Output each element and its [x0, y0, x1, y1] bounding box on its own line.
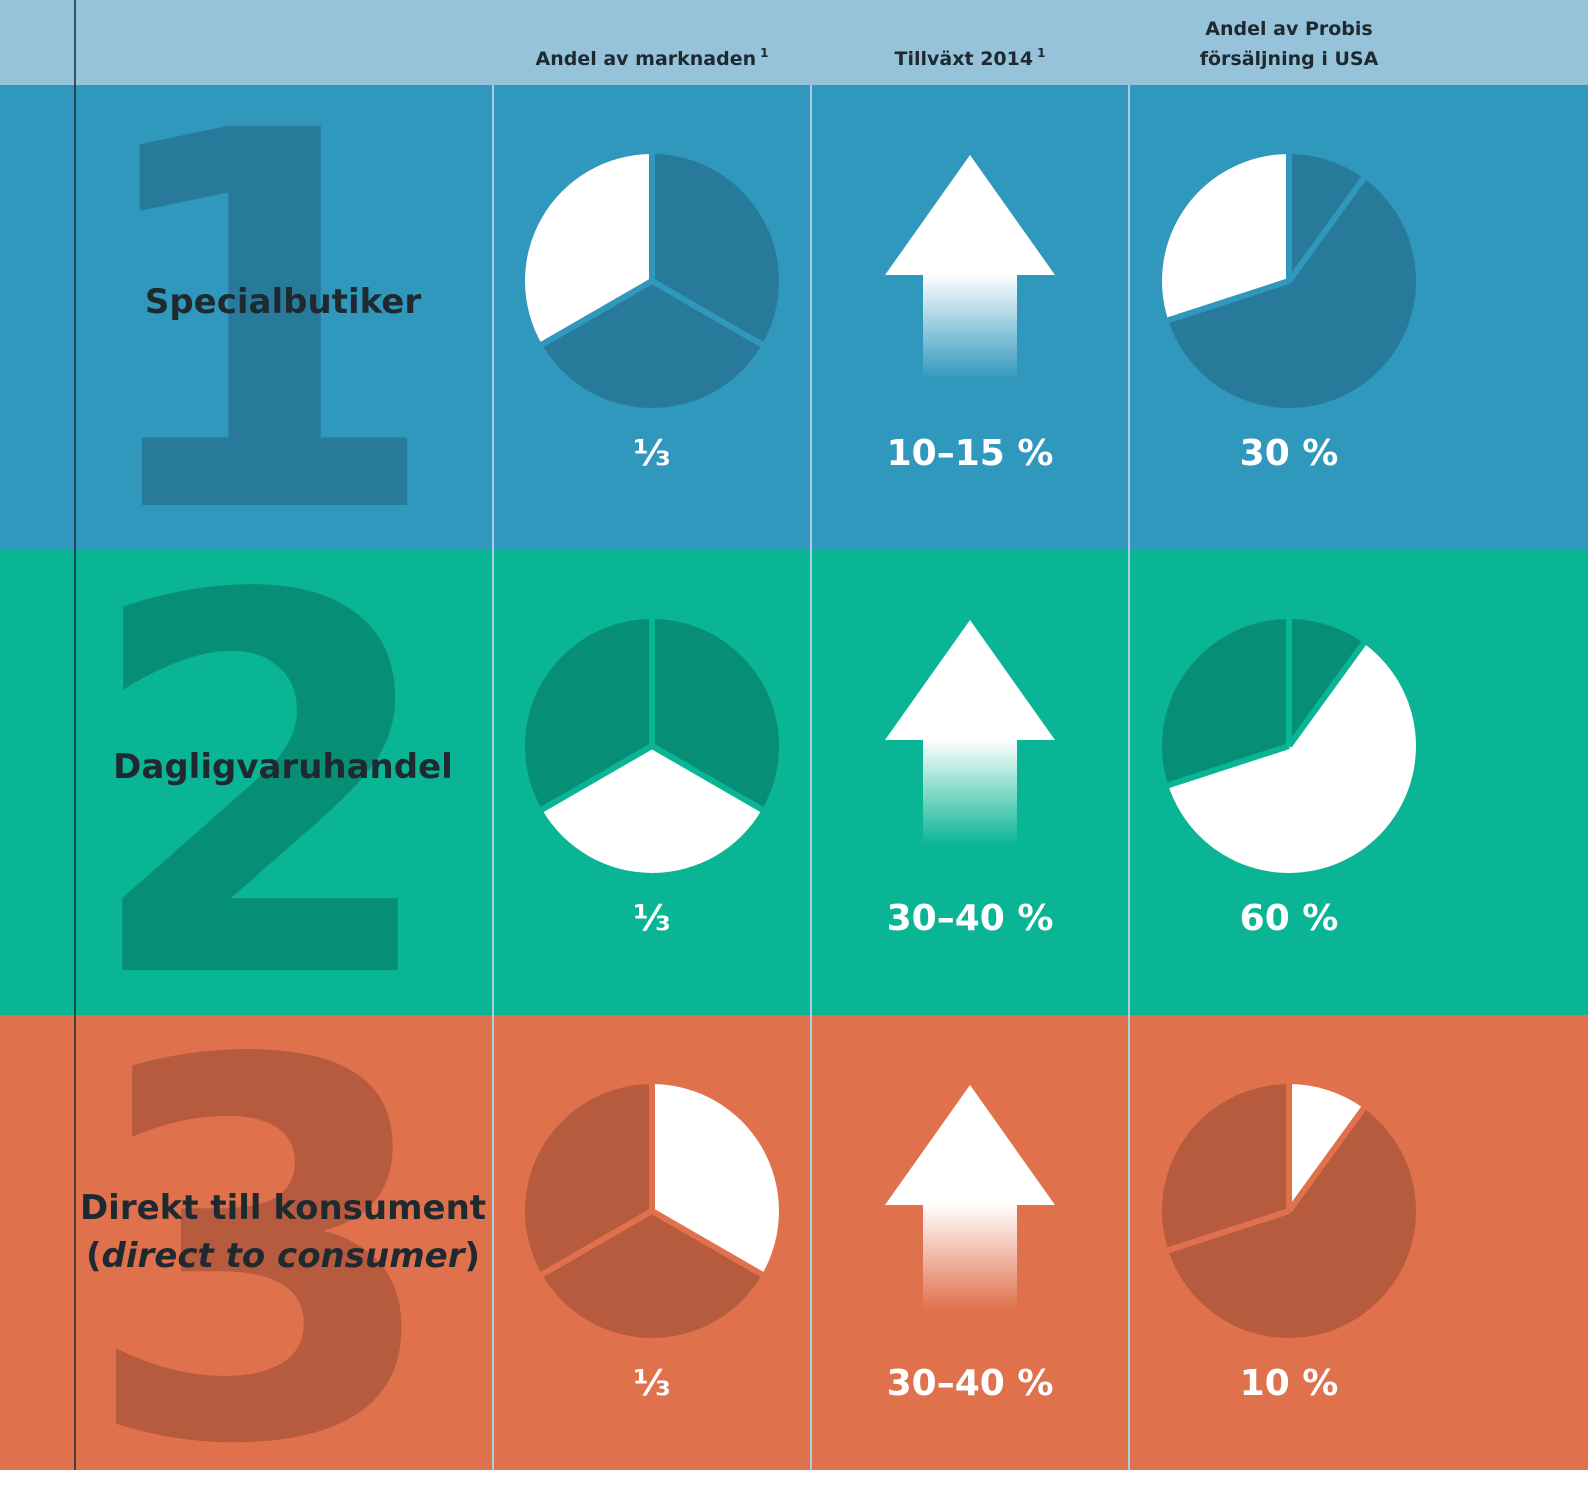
arrow-head [885, 1085, 1055, 1205]
column-header: Tillväxt 2014 1 [895, 46, 1046, 70]
arrow-shaft [923, 739, 1017, 845]
pie-divider [1286, 174, 1368, 283]
header-band [0, 0, 1588, 85]
pie-divider [1286, 639, 1368, 748]
pie-divider [1286, 1104, 1368, 1213]
row-number: 3 [81, 952, 443, 1490]
market-share-label: ⅓ [633, 433, 670, 474]
header-text: Tillväxt 2014 [895, 48, 1034, 70]
label-part: Direkt till konsument [80, 1188, 486, 1228]
label-part: Specialbutiker [145, 282, 421, 322]
pie-slice [1161, 154, 1289, 321]
pie-divider [650, 1208, 766, 1279]
probis-share-label: 30 % [1240, 433, 1339, 474]
label-part: ( [86, 1236, 102, 1276]
pie-divider [538, 1208, 654, 1279]
row-label: (direct to consumer) [86, 1236, 480, 1276]
pie-divider [538, 278, 654, 349]
arrow-head [885, 155, 1055, 275]
pie-slice [1168, 643, 1416, 873]
row-label: Direkt till konsument [80, 1188, 486, 1228]
column-header: Andel av Probis [1205, 18, 1372, 40]
row-number: 1 [81, 22, 443, 628]
label-part: ) [464, 1236, 480, 1276]
probis-share-label: 60 % [1240, 898, 1339, 939]
arrow-head [885, 620, 1055, 740]
pie-divider [538, 743, 654, 814]
pie-divider [1165, 743, 1290, 789]
header-note: 1 [760, 46, 768, 60]
probis-share-label: 10 % [1240, 1363, 1339, 1404]
label-part: direct to consumer [102, 1236, 467, 1276]
header-note: 1 [1037, 46, 1045, 60]
pie-slice [1289, 1084, 1364, 1211]
pie-divider [650, 278, 766, 349]
pie-divider [1165, 1208, 1290, 1254]
label-part: Dagligvaruhandel [113, 747, 453, 787]
row-number: 2 [81, 487, 443, 1093]
arrow-shaft [923, 1204, 1017, 1310]
market-share-label: ⅓ [633, 898, 670, 939]
arrow-shaft [923, 274, 1017, 380]
growth-label: 30–40 % [887, 1363, 1054, 1404]
header-text: Andel av marknaden [535, 48, 756, 70]
row-label: Specialbutiker [145, 282, 421, 322]
row-label: Dagligvaruhandel [113, 747, 453, 787]
growth-label: 10–15 % [887, 433, 1054, 474]
market-share-label: ⅓ [633, 1363, 670, 1404]
pie-divider [1165, 278, 1290, 324]
pie-divider [650, 743, 766, 814]
growth-label: 30–40 % [887, 898, 1054, 939]
column-header: försäljning i USA [1200, 48, 1379, 70]
column-header: Andel av marknaden 1 [535, 46, 768, 70]
pie-slice [542, 746, 762, 874]
